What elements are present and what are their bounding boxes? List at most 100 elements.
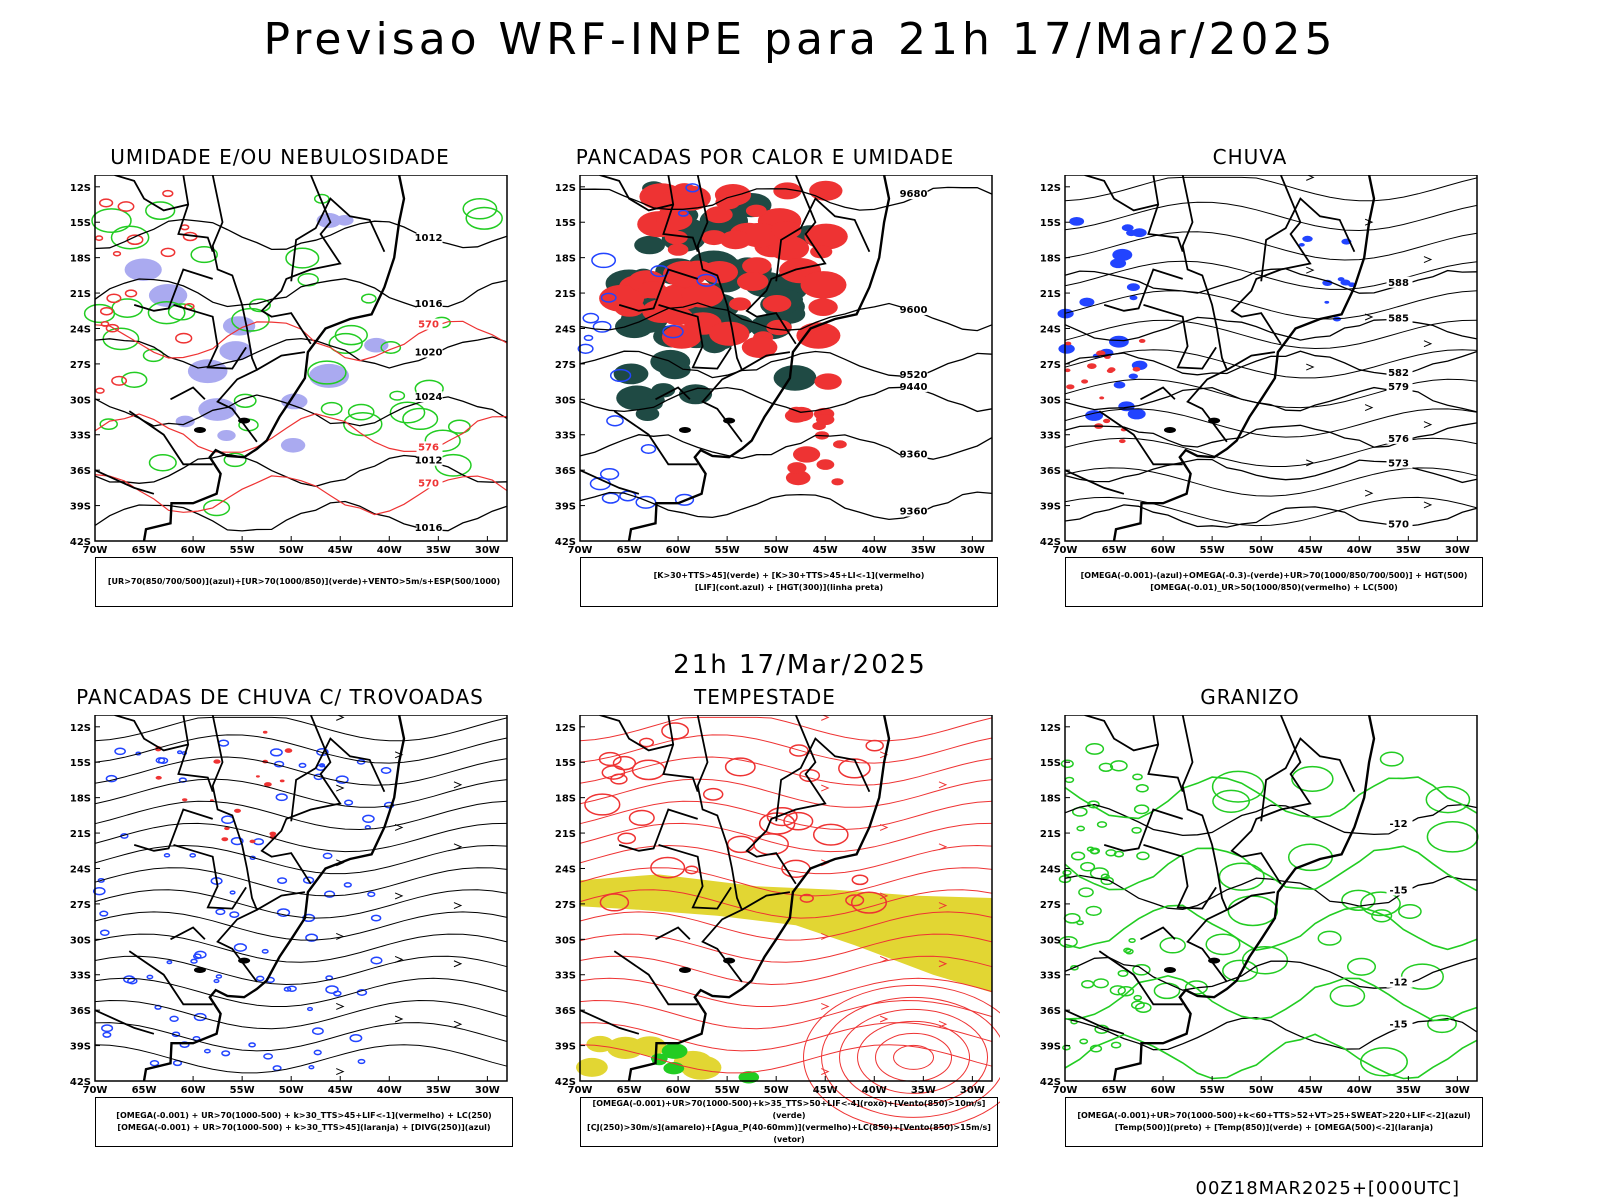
lat-tick-label: 15S [1040, 218, 1061, 229]
shaded-area [344, 799, 354, 806]
shaded-area [586, 1035, 614, 1053]
lat-tick-label: 39S [555, 1042, 576, 1053]
contour-label-bg [416, 521, 443, 533]
contour-label: 588 [1388, 278, 1409, 289]
contour-label: 1016 [415, 299, 443, 310]
shaded-area [656, 209, 693, 231]
shaded-area [613, 363, 649, 385]
shaded-area [230, 836, 244, 846]
contour-label-bg [416, 477, 443, 489]
lat-tick-label: 15S [1040, 758, 1061, 769]
stream-arrow [453, 781, 463, 789]
shaded-area [1131, 228, 1147, 238]
contour-label: -12 [1389, 819, 1407, 830]
panel-title: CHUVA [1212, 145, 1288, 169]
shaded-area [121, 371, 148, 388]
shaded-area [203, 1048, 211, 1054]
shaded-area [577, 343, 594, 354]
state-border [1064, 469, 1125, 495]
shaded-area [640, 444, 657, 454]
streamline [1064, 467, 1478, 497]
lon-tick-label: 65W [132, 545, 157, 556]
shaded-area [789, 744, 809, 757]
shaded-area [148, 453, 177, 472]
contour-label: 1024 [415, 392, 443, 403]
lon-tick-label: 70W [568, 1085, 593, 1096]
shaded-area [189, 853, 197, 858]
shaded-area [1076, 920, 1084, 926]
shaded-area [833, 440, 847, 449]
shaded-area [105, 323, 120, 333]
shaded-area [628, 809, 655, 827]
stream-arrow [1364, 313, 1374, 321]
legend-line: [OMEGA(-0.001)+UR>70(1000-500)+k>35_TTS>… [592, 1099, 986, 1120]
shaded-area [715, 194, 741, 210]
shaded-area [114, 747, 126, 756]
lat-tick-label: 12S [555, 183, 576, 194]
state-border [655, 386, 691, 401]
coastline [142, 715, 406, 1082]
shaded-area [175, 332, 193, 344]
shaded-area [1123, 947, 1132, 954]
shaded-area [370, 956, 383, 965]
map-granizo: -12 -15 -12 -15 12S 15S 18S 21S 24S 27S 30S 33S 36S 3… [1040, 715, 1479, 1096]
contour-label: 9440 [900, 382, 928, 393]
map-background [1065, 715, 1477, 1081]
shaded-area [1138, 338, 1146, 343]
map-boundaries [94, 715, 406, 1082]
shaded-area [313, 1049, 322, 1056]
lat-tick-label: 33S [555, 431, 576, 442]
shaded-area [599, 284, 645, 312]
shaded-area [305, 933, 319, 942]
state-border [775, 737, 871, 822]
shaded-area [163, 853, 171, 858]
shaded-area [1132, 963, 1151, 976]
state-border [94, 469, 155, 495]
lat-tick-label: 42S [70, 537, 91, 548]
contour-label-bg [1386, 366, 1413, 378]
shaded-area [325, 985, 339, 994]
lat-tick-label: 30S [1040, 935, 1061, 946]
shaded-area [1109, 335, 1129, 348]
streamline [579, 933, 993, 963]
map-frame [94, 175, 508, 542]
shaded-area [720, 230, 752, 250]
shaded-area [1113, 381, 1126, 389]
shaded-area [814, 373, 842, 390]
map-frame [1064, 175, 1478, 542]
shaded-area [1060, 759, 1074, 768]
shaded-area [269, 748, 283, 757]
coastline [627, 715, 891, 1082]
shaded-area [1131, 826, 1142, 834]
state-border [177, 715, 214, 792]
state-border [1181, 715, 1229, 983]
shaded-area [1110, 1041, 1122, 1049]
shaded-area [193, 1012, 207, 1022]
shaded-area [661, 325, 702, 349]
shaded-area [1076, 825, 1086, 832]
stream-arrow [1423, 501, 1433, 509]
shaded-area [1113, 850, 1125, 858]
legend-box: [OMEGA(-0.001)+UR>70(1000-500)+k<60+TTS>… [1065, 1097, 1483, 1147]
lon-tick-label: 30W [475, 1085, 500, 1096]
lat-tick-label: 30S [70, 395, 91, 406]
shaded-area [343, 411, 383, 437]
state-border [1098, 950, 1183, 1006]
lat-tick-label: 21S [1040, 829, 1061, 840]
shaded-area [1132, 367, 1141, 372]
shaded-area [302, 876, 315, 884]
shaded-area [865, 739, 884, 752]
shaded-area [1427, 1014, 1457, 1034]
shaded-area [598, 751, 622, 767]
shaded-area [1133, 994, 1143, 1001]
shaded-area [1058, 343, 1075, 354]
lat-tick-label: 18S [555, 794, 576, 805]
streamline [1064, 408, 1478, 438]
run-timestamp: 00Z18MAR2025+[000UTC] [1195, 1178, 1460, 1199]
state-border [114, 715, 189, 752]
state-border [662, 715, 699, 792]
shaded-area [1100, 876, 1114, 886]
stream-arrow [336, 784, 345, 792]
shaded-area [83, 303, 116, 324]
shaded-area [766, 806, 798, 827]
